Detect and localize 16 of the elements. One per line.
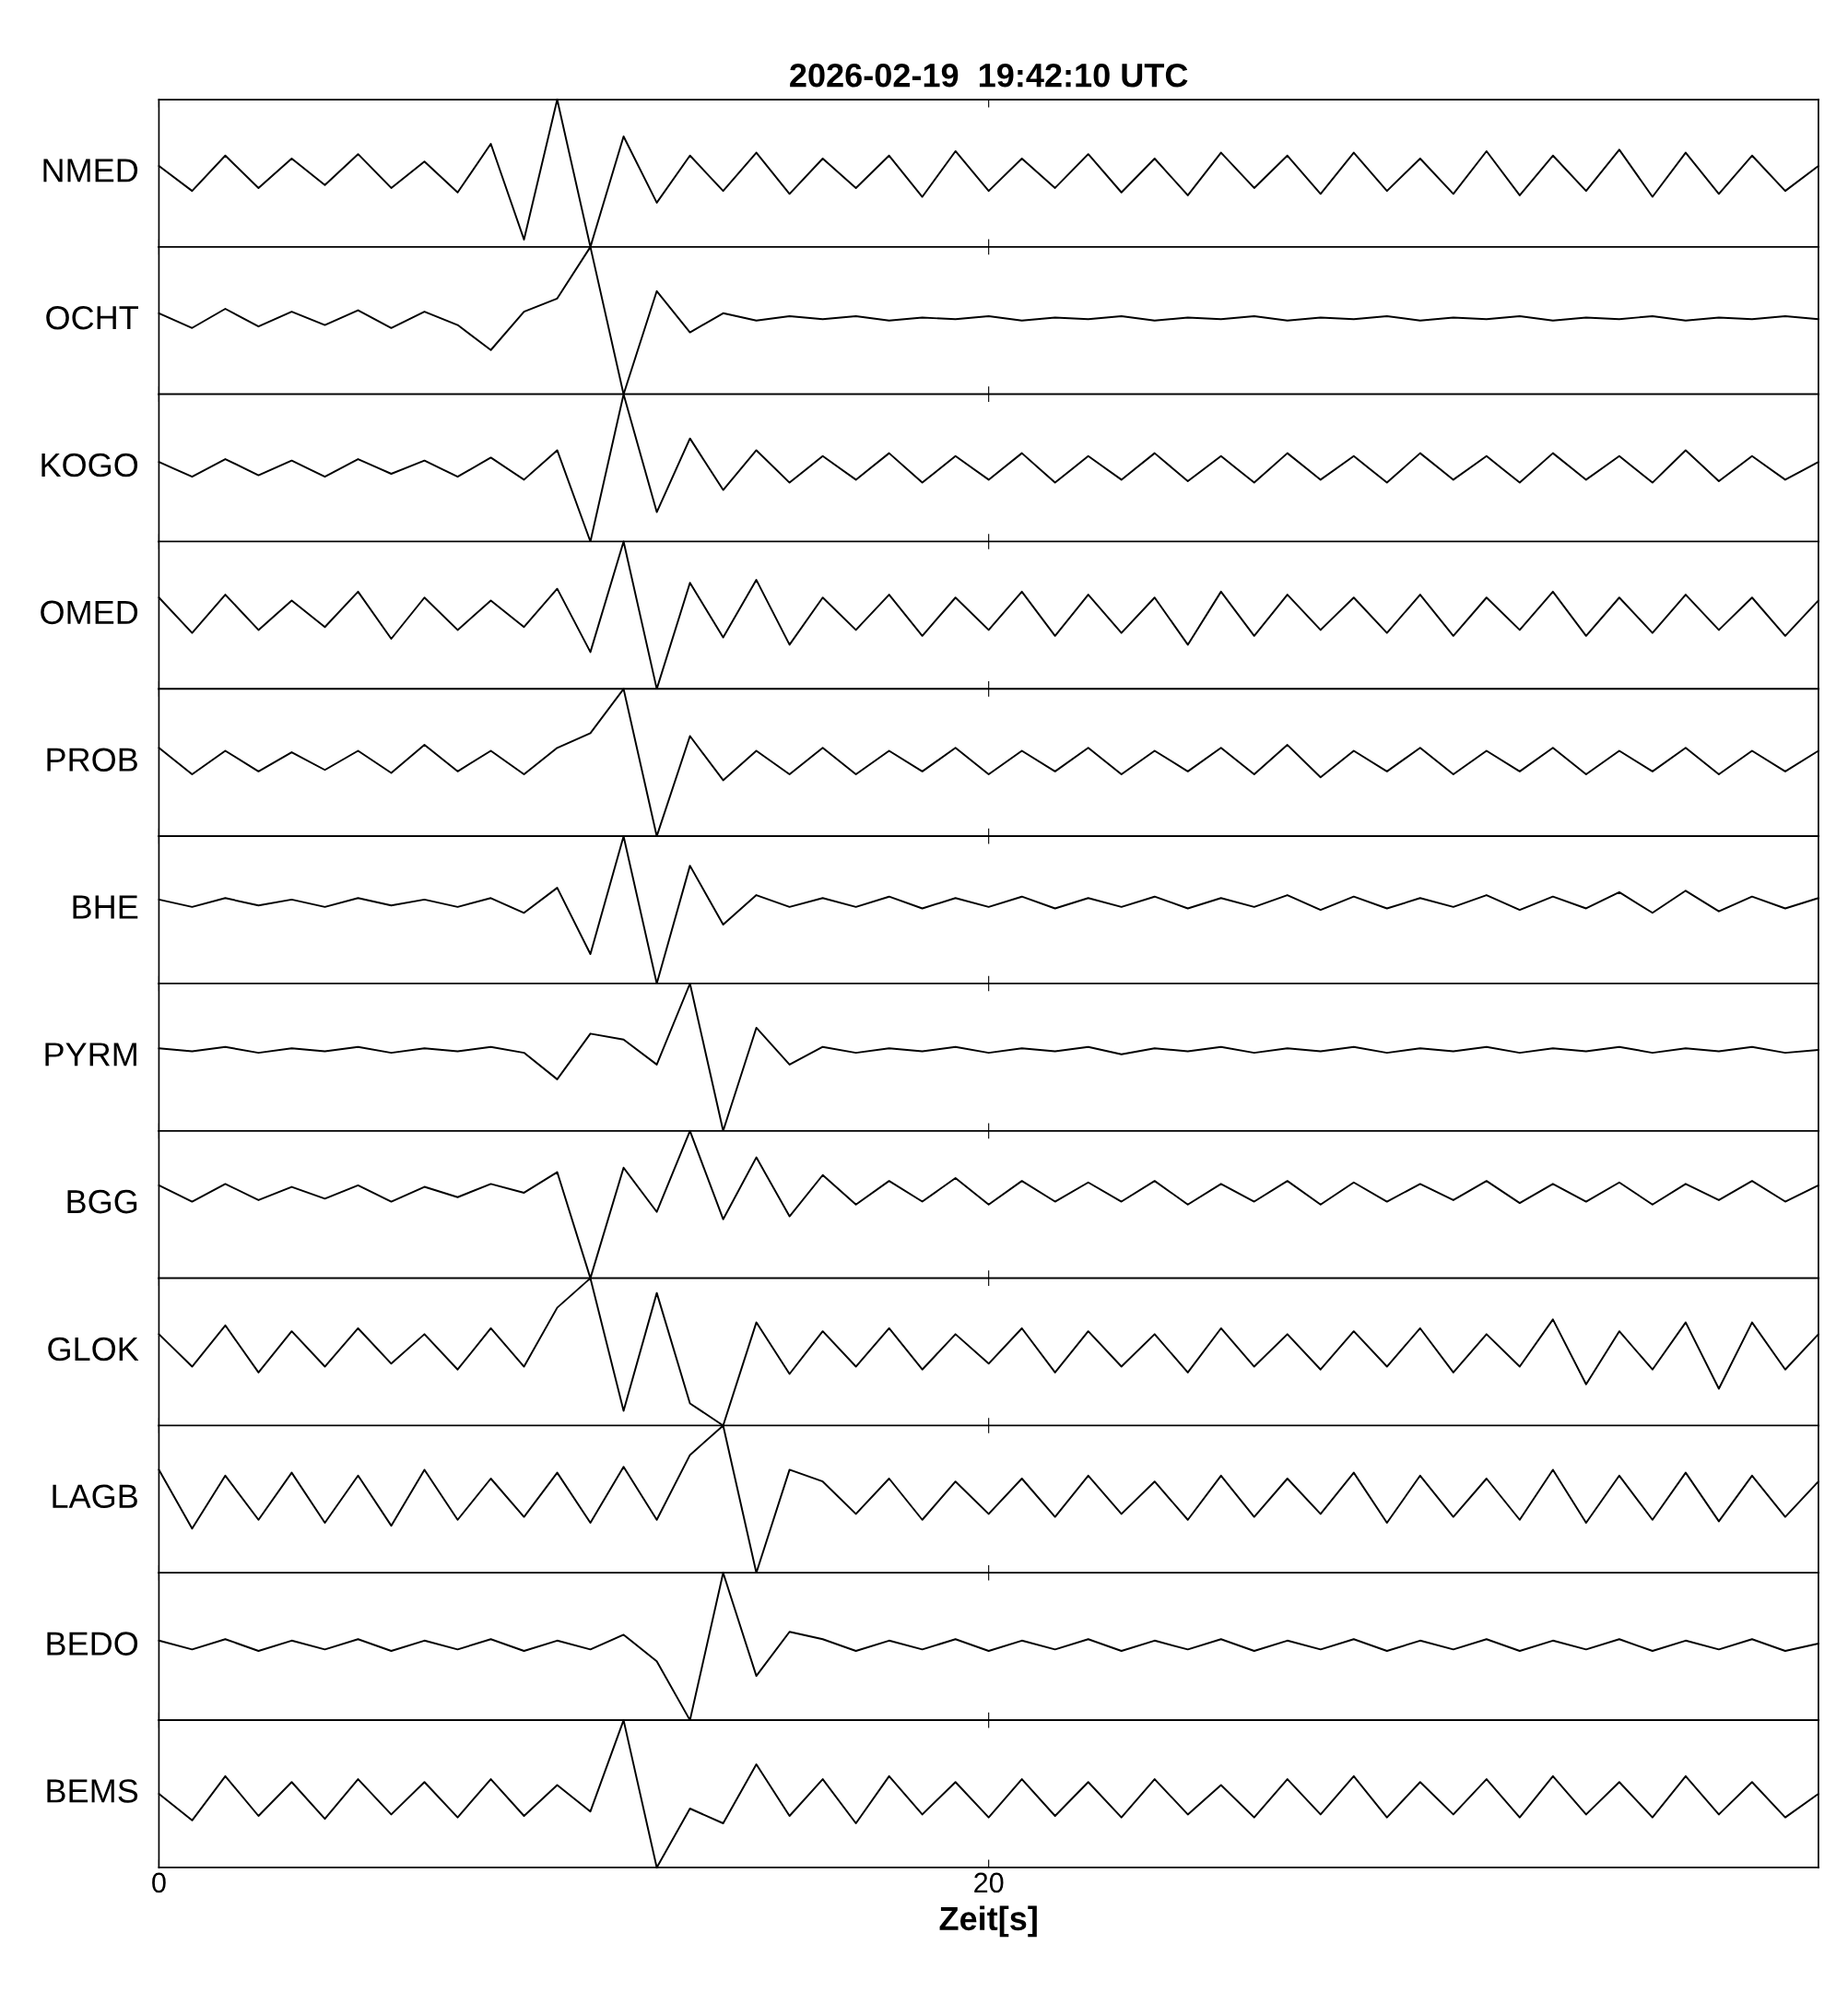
y-axis-title: BHE: [73, 895, 138, 919]
y-axis-title: LAGB: [53, 1484, 137, 1509]
y-axis-title: GLOK: [48, 1337, 139, 1361]
x-tick-label: 20: [974, 1872, 1004, 1893]
y-axis-title: NMED: [43, 159, 138, 183]
chart-title: 2026-02-19 19:42:10 UTC: [790, 63, 1188, 88]
y-axis-title: OMED: [41, 600, 138, 625]
y-axis-title: OCHT: [46, 305, 138, 330]
y-axis-title: BGG: [67, 1189, 137, 1214]
y-axis-title: BEMS: [47, 1779, 138, 1803]
x-tick-label: 0: [152, 1872, 166, 1893]
y-axis-title: PROB: [47, 748, 137, 772]
y-axis-title: KOGO: [41, 453, 138, 477]
y-axis-title: BEDO: [47, 1632, 138, 1656]
x-axis-title: Zeit[s]: [939, 1905, 1037, 1938]
y-axis-title: PYRM: [45, 1043, 136, 1067]
